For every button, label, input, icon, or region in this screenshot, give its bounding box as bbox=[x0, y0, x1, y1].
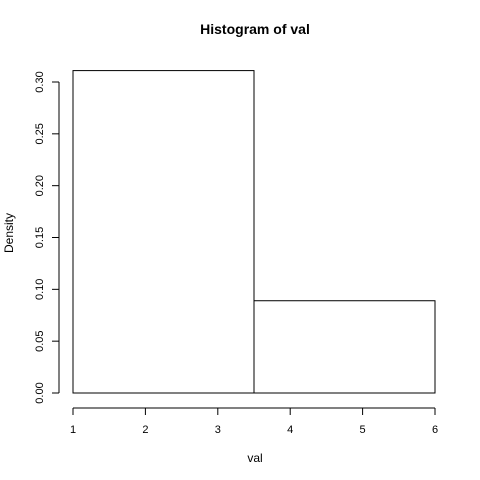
x-tick-label: 2 bbox=[142, 424, 148, 436]
histogram-bar-1 bbox=[72, 70, 255, 394]
y-tick-label: 0.15 bbox=[34, 227, 46, 248]
y-tick-label: 0.10 bbox=[34, 279, 46, 300]
x-tick-label: 4 bbox=[287, 424, 293, 436]
y-axis: 0.00 0.05 0.10 0.15 0.20 0.25 0.30 bbox=[34, 71, 60, 404]
y-tick-label: 0.25 bbox=[34, 123, 46, 144]
x-tick-label: 5 bbox=[360, 424, 366, 436]
chart-title: Histogram of val bbox=[200, 21, 310, 37]
histogram-bar-2 bbox=[253, 300, 436, 394]
x-tick-label: 1 bbox=[70, 424, 76, 436]
y-axis-label: Density bbox=[2, 213, 16, 253]
x-tick-label: 3 bbox=[215, 424, 221, 436]
x-axis: 1 2 3 4 5 6 bbox=[70, 407, 438, 436]
x-tick-label: 6 bbox=[432, 424, 438, 436]
y-tick-label: 0.05 bbox=[34, 330, 46, 351]
x-axis-label: val bbox=[247, 451, 262, 465]
y-tick-label: 0.00 bbox=[34, 382, 46, 403]
y-tick-label: 0.20 bbox=[34, 175, 46, 196]
y-tick-label: 0.30 bbox=[34, 71, 46, 92]
bars-group bbox=[72, 70, 436, 394]
